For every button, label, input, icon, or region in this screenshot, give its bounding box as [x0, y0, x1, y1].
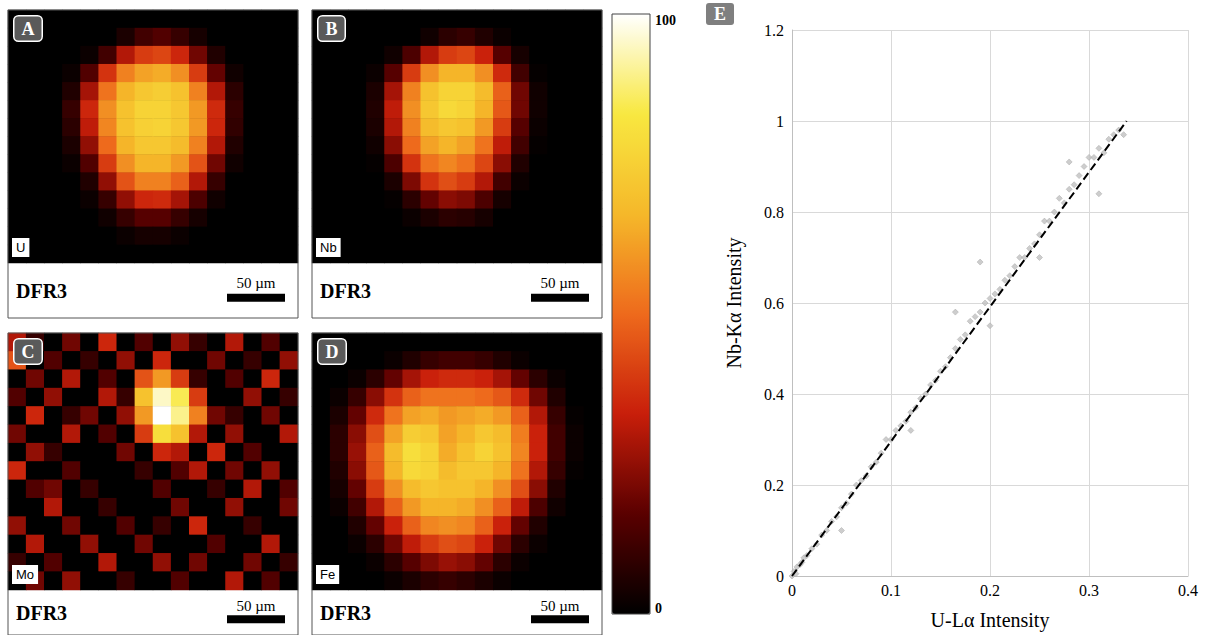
svg-text:50 µm: 50 µm	[540, 598, 579, 614]
svg-text:U: U	[16, 240, 25, 255]
svg-text:D: D	[326, 342, 339, 362]
svg-text:0: 0	[776, 568, 784, 585]
svg-text:DFR3: DFR3	[320, 602, 371, 624]
svg-text:0.3: 0.3	[1079, 582, 1099, 599]
svg-text:50 µm: 50 µm	[236, 275, 275, 291]
svg-text:50 µm: 50 µm	[236, 598, 275, 614]
svg-text:B: B	[326, 19, 338, 39]
svg-text:E: E	[714, 4, 726, 24]
svg-text:0.4: 0.4	[1178, 582, 1198, 599]
svg-text:0.2: 0.2	[764, 477, 784, 494]
svg-text:50 µm: 50 µm	[540, 275, 579, 291]
svg-text:0: 0	[788, 582, 796, 599]
svg-text:Nb: Nb	[320, 240, 337, 255]
svg-text:Fe: Fe	[320, 567, 335, 582]
svg-text:0.1: 0.1	[881, 582, 901, 599]
svg-text:0: 0	[655, 601, 662, 616]
svg-text:C: C	[22, 342, 35, 362]
svg-text:A: A	[22, 19, 35, 39]
svg-text:Nb-Kα Intensity: Nb-Kα Intensity	[723, 237, 746, 368]
svg-text:DFR3: DFR3	[16, 602, 67, 624]
svg-text:1.2: 1.2	[764, 22, 784, 39]
svg-text:Mo: Mo	[16, 567, 34, 582]
svg-text:100: 100	[655, 13, 676, 28]
svg-text:DFR3: DFR3	[16, 280, 67, 302]
svg-text:0.4: 0.4	[764, 386, 784, 403]
svg-text:DFR3: DFR3	[320, 280, 371, 302]
svg-text:0.2: 0.2	[980, 582, 1000, 599]
svg-text:U-Lα Intensity: U-Lα Intensity	[931, 609, 1050, 632]
svg-text:0.8: 0.8	[764, 204, 784, 221]
svg-text:0.6: 0.6	[764, 295, 784, 312]
svg-text:1: 1	[776, 113, 784, 130]
